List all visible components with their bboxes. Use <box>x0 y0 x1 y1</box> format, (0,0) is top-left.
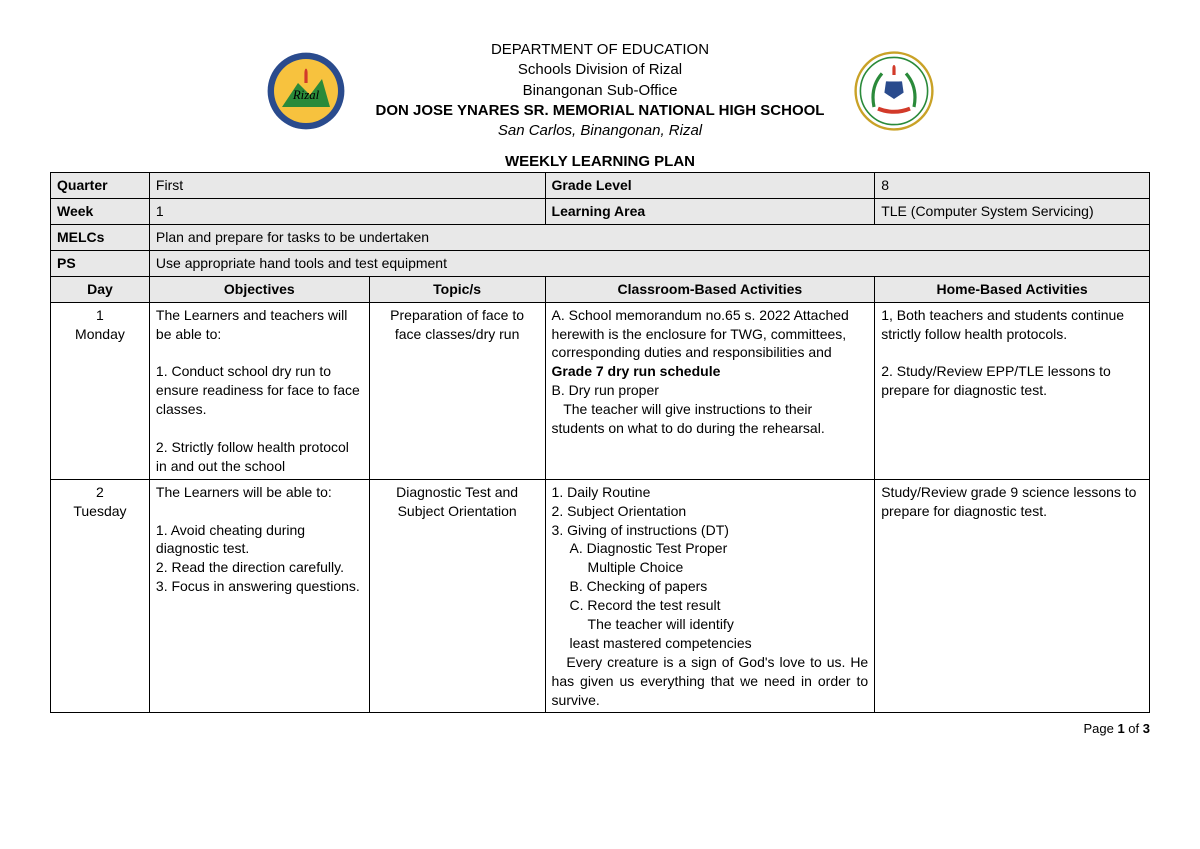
objectives-intro: The Learners and teachers will be able t… <box>156 306 363 344</box>
logo-left: Rizal <box>266 51 346 131</box>
classroom-a-text: A. School memorandum no.65 s. 2022 Attac… <box>552 307 849 361</box>
objective-item: 2. Strictly follow health protocol in an… <box>156 438 363 476</box>
quarter-value: First <box>149 173 545 199</box>
home-cell: 1, Both teachers and students continue s… <box>875 302 1150 479</box>
svg-text:Rizal: Rizal <box>291 88 319 102</box>
week-label: Week <box>51 199 150 225</box>
objective-item: 3. Focus in answering questions. <box>156 577 363 596</box>
classroom-cell: A. School memorandum no.65 s. 2022 Attac… <box>545 302 875 479</box>
header-dept: DEPARTMENT OF EDUCATION <box>376 40 825 60</box>
classroom-b-sub: The teacher will give instructions to th… <box>552 400 869 438</box>
area-value: TLE (Computer System Servicing) <box>875 199 1150 225</box>
footer-page: 1 <box>1117 721 1124 736</box>
objectives-cell: The Learners and teachers will be able t… <box>149 302 369 479</box>
classroom-subline: Multiple Choice <box>552 558 869 577</box>
header-school: DON JOSE YNARES SR. MEMORIAL NATIONAL HI… <box>376 101 825 121</box>
header-suboffice: Binangonan Sub-Office <box>376 81 825 101</box>
home-item: 1, Both teachers and students continue s… <box>881 306 1143 344</box>
classroom-line: 1. Daily Routine <box>552 483 869 502</box>
meta-row-ps: PS Use appropriate hand tools and test e… <box>51 250 1150 276</box>
column-header-row: Day Objectives Topic/s Classroom-Based A… <box>51 276 1150 302</box>
day-number: 1 <box>96 307 104 323</box>
ps-label: PS <box>51 250 150 276</box>
classroom-a-bold: Grade 7 dry run schedule <box>552 363 721 379</box>
document-title: WEEKLY LEARNING PLAN <box>50 153 1150 170</box>
classroom-subline: C. Record the test result <box>552 596 869 615</box>
grade-label: Grade Level <box>545 173 875 199</box>
col-objectives: Objectives <box>149 276 369 302</box>
ps-value: Use appropriate hand tools and test equi… <box>149 250 1149 276</box>
col-topics: Topic/s <box>369 276 545 302</box>
day-name: Monday <box>75 326 125 342</box>
home-item: 2. Study/Review EPP/TLE lessons to prepa… <box>881 362 1143 400</box>
day-name: Tuesday <box>73 503 126 519</box>
page-footer: Page 1 of 3 <box>50 721 1150 736</box>
footer-of: of <box>1125 721 1143 736</box>
day-cell: 1 Monday <box>51 302 150 479</box>
quarter-label: Quarter <box>51 173 150 199</box>
grade-value: 8 <box>875 173 1150 199</box>
classroom-line: 3. Giving of instructions (DT) <box>552 521 869 540</box>
day-cell: 2 Tuesday <box>51 479 150 713</box>
classroom-cell: 1. Daily Routine 2. Subject Orientation … <box>545 479 875 713</box>
melcs-value: Plan and prepare for tasks to be underta… <box>149 225 1149 251</box>
objective-item: 1. Conduct school dry run to ensure read… <box>156 362 363 419</box>
classroom-line: 2. Subject Orientation <box>552 502 869 521</box>
header-text-block: DEPARTMENT OF EDUCATION Schools Division… <box>376 40 825 141</box>
melcs-label: MELCs <box>51 225 150 251</box>
classroom-subline: A. Diagnostic Test Proper <box>552 539 869 558</box>
meta-row-melcs: MELCs Plan and prepare for tasks to be u… <box>51 225 1150 251</box>
area-label: Learning Area <box>545 199 875 225</box>
table-row: 1 Monday The Learners and teachers will … <box>51 302 1150 479</box>
logo-right <box>854 51 934 131</box>
meta-row-week: Week 1 Learning Area TLE (Computer Syste… <box>51 199 1150 225</box>
classroom-subline: least mastered competencies <box>552 634 869 653</box>
footer-total: 3 <box>1143 721 1150 736</box>
col-day: Day <box>51 276 150 302</box>
topic-cell: Diagnostic Test and Subject Orientation <box>369 479 545 713</box>
classroom-paragraph: Every creature is a sign of God's love t… <box>552 653 869 710</box>
meta-row-quarter: Quarter First Grade Level 8 <box>51 173 1150 199</box>
week-value: 1 <box>149 199 545 225</box>
col-classroom: Classroom-Based Activities <box>545 276 875 302</box>
objective-item: 2. Read the direction carefully. <box>156 558 363 577</box>
objectives-cell: The Learners will be able to: 1. Avoid c… <box>149 479 369 713</box>
topic-cell: Preparation of face to face classes/dry … <box>369 302 545 479</box>
classroom-subline: B. Checking of papers <box>552 577 869 596</box>
table-row: 2 Tuesday The Learners will be able to: … <box>51 479 1150 713</box>
letterhead: Rizal DEPARTMENT OF EDUCATION Schools Di… <box>50 40 1150 141</box>
col-home: Home-Based Activities <box>875 276 1150 302</box>
header-address: San Carlos, Binangonan, Rizal <box>376 121 825 141</box>
learning-plan-table: Quarter First Grade Level 8 Week 1 Learn… <box>50 172 1150 713</box>
classroom-subline: The teacher will identify <box>552 615 869 634</box>
classroom-b: B. Dry run proper <box>552 381 869 400</box>
day-number: 2 <box>96 484 104 500</box>
home-cell: Study/Review grade 9 science lessons to … <box>875 479 1150 713</box>
objective-item: 1. Avoid cheating during diagnostic test… <box>156 521 363 559</box>
footer-prefix: Page <box>1083 721 1117 736</box>
header-division: Schools Division of Rizal <box>376 60 825 80</box>
objectives-intro: The Learners will be able to: <box>156 483 363 502</box>
